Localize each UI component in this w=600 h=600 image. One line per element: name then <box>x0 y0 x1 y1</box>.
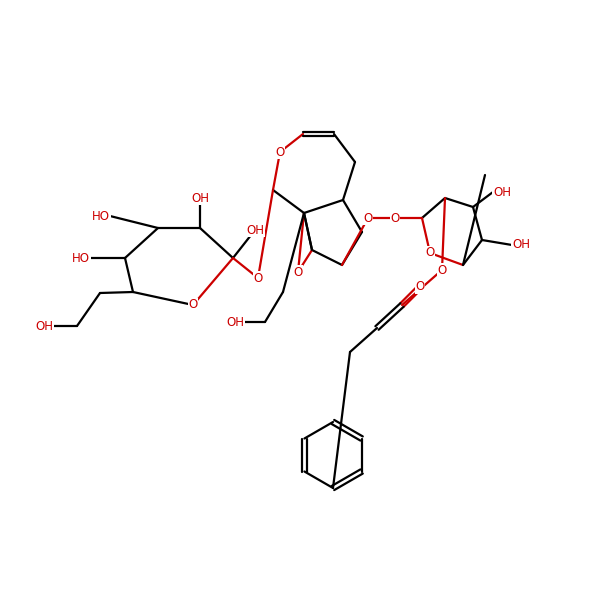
Text: O: O <box>253 271 263 284</box>
Text: OH: OH <box>226 316 244 329</box>
Text: O: O <box>275 145 284 158</box>
Text: O: O <box>391 211 400 224</box>
Text: HO: HO <box>92 209 110 223</box>
Text: O: O <box>415 280 425 293</box>
Text: OH: OH <box>191 191 209 205</box>
Text: OH: OH <box>512 238 530 251</box>
Text: OH: OH <box>493 185 511 199</box>
Text: O: O <box>425 247 434 259</box>
Text: O: O <box>293 265 302 278</box>
Text: O: O <box>437 263 446 277</box>
Text: OH: OH <box>35 319 53 332</box>
Text: HO: HO <box>72 251 90 265</box>
Text: O: O <box>364 211 373 224</box>
Text: OH: OH <box>246 223 264 236</box>
Text: O: O <box>188 298 197 311</box>
